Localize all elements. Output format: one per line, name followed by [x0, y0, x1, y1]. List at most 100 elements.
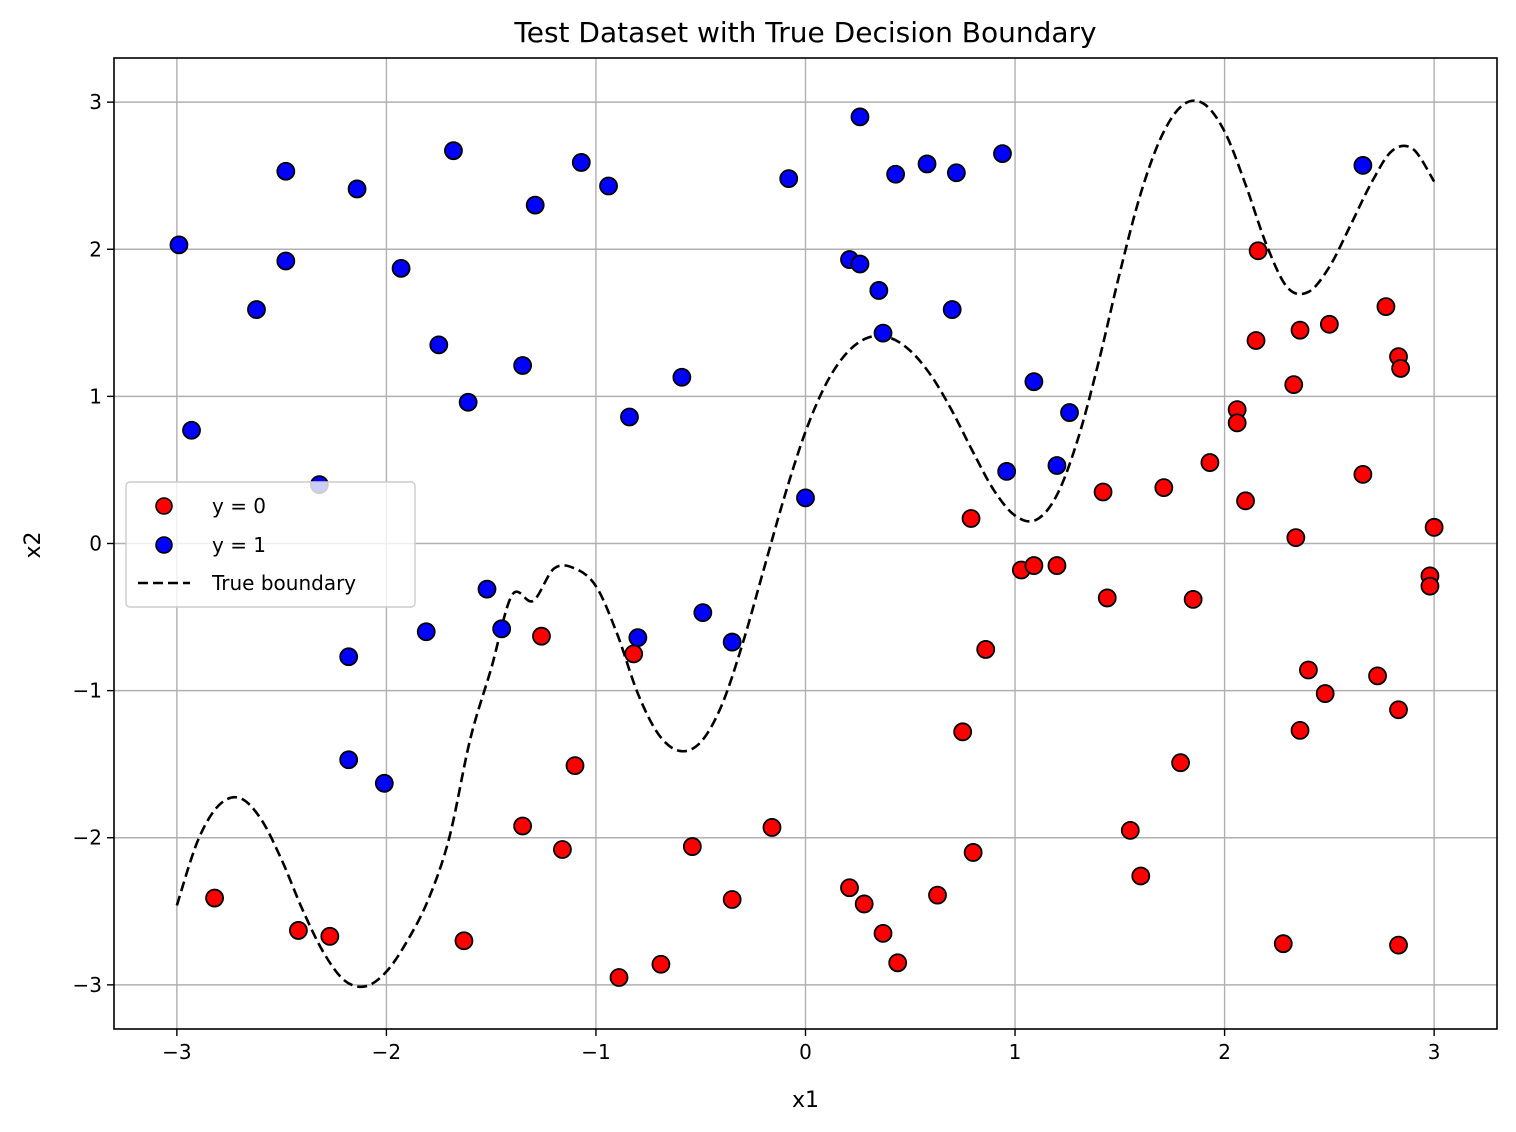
point-y0 [1183, 590, 1203, 609]
point-y0 [1047, 556, 1067, 575]
point-y1 [571, 153, 591, 172]
point-y0 [1319, 314, 1339, 334]
legend-marker-y1 [155, 536, 173, 554]
point-y1 [1353, 155, 1373, 175]
point-y0 [532, 626, 551, 646]
point-y1 [429, 335, 449, 355]
point-y0 [1154, 478, 1174, 497]
point-y0 [1290, 320, 1310, 340]
point-y1 [620, 407, 639, 427]
y-tick-label: −3 [73, 973, 102, 997]
point-y1 [247, 300, 266, 319]
x-tick-label: 3 [1428, 1040, 1441, 1064]
legend-label-boundary: True boundary [211, 571, 356, 595]
point-y0 [854, 894, 874, 914]
point-y0 [1200, 453, 1220, 472]
point-y1 [444, 141, 463, 161]
point-y0 [513, 816, 533, 836]
x-tick-label: −2 [372, 1040, 401, 1064]
ticks: −3 −2 −1 0 1 2 3 −3 −2 −1 0 1 2 3 [73, 90, 1441, 1064]
point-y1 [942, 300, 962, 319]
true-boundary-line [175, 99, 1436, 989]
point-y0 [1315, 684, 1335, 703]
point-y1 [1047, 456, 1067, 475]
point-y0 [1248, 241, 1268, 261]
chart-title: Test Dataset with True Decision Boundary [513, 16, 1096, 49]
point-y1 [347, 179, 367, 199]
point-y1 [672, 367, 692, 387]
point-y1 [276, 161, 296, 181]
point-y0 [888, 953, 908, 973]
point-y0 [682, 837, 702, 856]
point-y0 [1376, 297, 1396, 317]
point-y0 [762, 818, 782, 837]
point-y0 [624, 644, 644, 664]
point-y1 [525, 195, 545, 215]
point-y0 [454, 931, 474, 951]
y-tick-label: −1 [73, 679, 102, 703]
point-y0 [953, 722, 973, 742]
point-y0 [1120, 820, 1140, 840]
point-y1 [779, 169, 799, 189]
point-y0 [1299, 660, 1318, 680]
point-y1 [182, 420, 201, 440]
point-y0 [1424, 517, 1444, 537]
point-y0 [976, 640, 996, 659]
point-y1 [850, 254, 870, 274]
point-y0 [565, 756, 585, 776]
point-y1 [628, 628, 648, 648]
point-y1 [477, 579, 497, 599]
point-y0 [963, 843, 983, 862]
legend: y = 0 y = 1 True boundary [125, 481, 416, 608]
point-y0 [1420, 576, 1440, 596]
grid [114, 58, 1497, 1029]
point-y1 [1060, 403, 1079, 422]
legend-label-y0: y = 0 [212, 494, 266, 518]
point-y0 [1246, 331, 1266, 350]
legend-marker-y0 [155, 497, 173, 515]
point-y1 [850, 107, 870, 127]
y-tick-label: −2 [73, 826, 102, 850]
point-y0 [1093, 482, 1113, 502]
point-y0 [1290, 720, 1310, 740]
point-y0 [651, 954, 671, 974]
x-tick-label: 1 [1009, 1040, 1022, 1064]
point-y1 [796, 488, 815, 508]
point-y1 [391, 258, 411, 278]
point-y0 [1236, 491, 1255, 511]
point-y0 [288, 921, 308, 940]
x-tick-label: −3 [162, 1040, 191, 1064]
point-y0 [553, 840, 572, 859]
point-y0 [1024, 556, 1044, 575]
point-y0 [722, 890, 742, 909]
point-y1 [993, 144, 1012, 164]
point-y1 [886, 164, 906, 184]
point-y0 [1284, 375, 1304, 395]
point-y1 [513, 356, 533, 375]
point-y1 [693, 603, 713, 623]
point-y0 [205, 888, 224, 908]
point-y1 [339, 750, 359, 770]
point-y0 [840, 878, 859, 898]
points-layer [169, 107, 1444, 987]
point-y0 [1286, 528, 1306, 548]
y-tick-label: 0 [89, 532, 102, 556]
point-y0 [1227, 413, 1247, 433]
boundary-layer [175, 99, 1436, 989]
point-y1 [917, 154, 937, 174]
y-axis-label: x2 [21, 531, 46, 558]
point-y0 [320, 926, 340, 946]
point-y1 [374, 773, 394, 793]
legend-box [125, 481, 416, 608]
y-tick-label: 2 [89, 237, 102, 261]
point-y0 [1097, 588, 1117, 608]
point-y1 [997, 462, 1017, 481]
point-y1 [339, 647, 359, 667]
point-y0 [1273, 934, 1293, 954]
point-y1 [276, 251, 296, 271]
point-y0 [1368, 666, 1387, 686]
point-y0 [609, 968, 629, 987]
x-tick-label: 2 [1218, 1040, 1231, 1064]
point-y1 [169, 235, 189, 255]
